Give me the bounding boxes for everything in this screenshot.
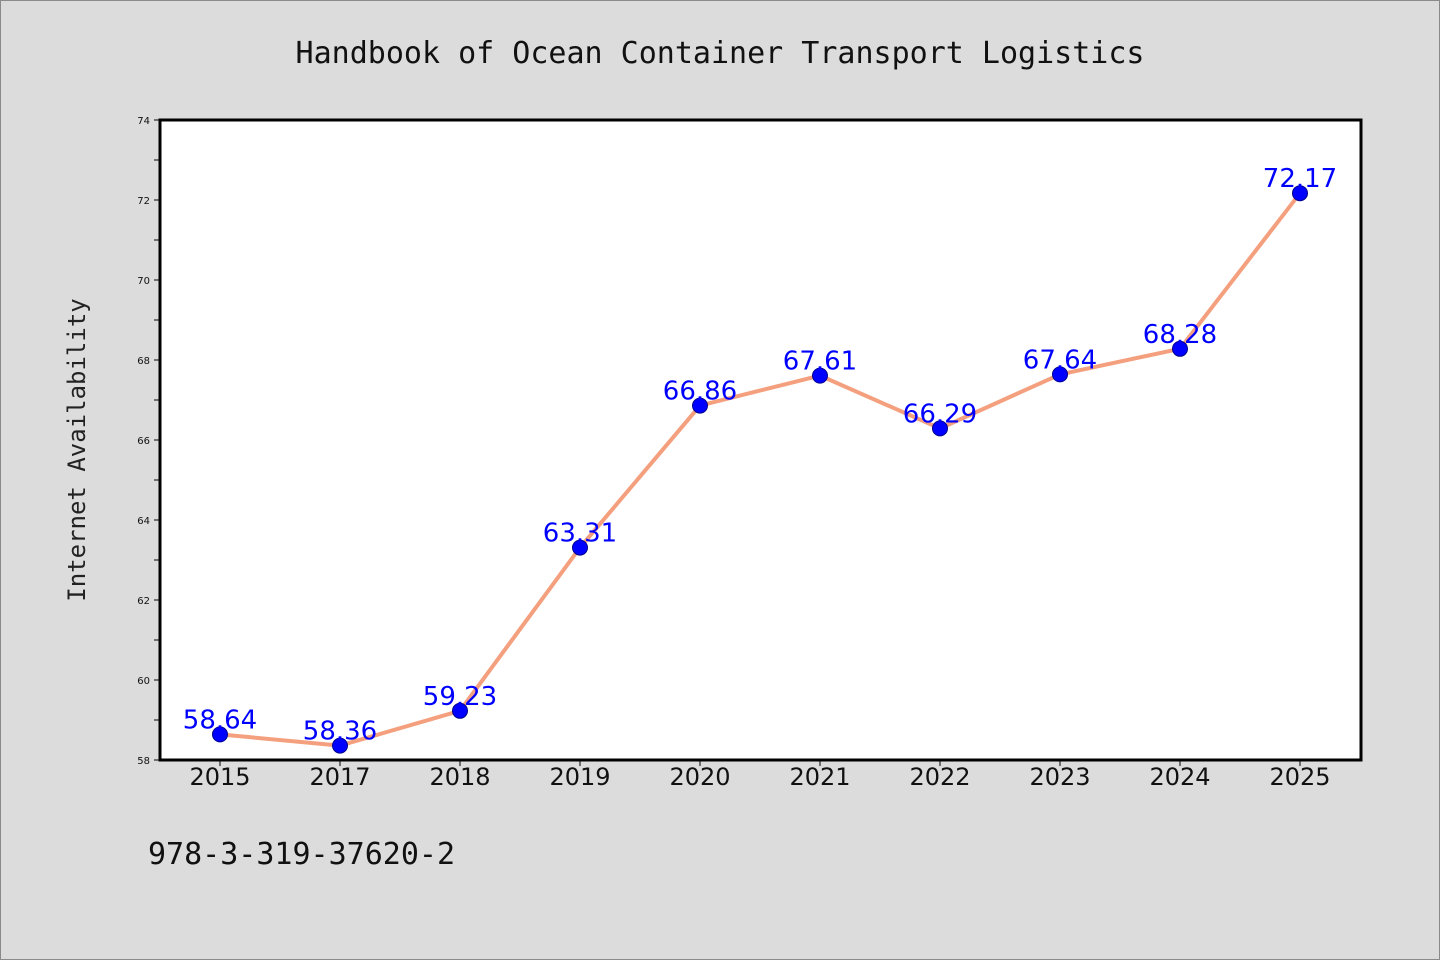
marker-group [212, 185, 1308, 754]
x-tick-label: 2018 [429, 763, 490, 791]
x-tick-label: 2023 [1029, 763, 1090, 791]
x-tick-label: 2017 [309, 763, 370, 791]
x-tick-label: 2021 [789, 763, 850, 791]
chart-title: Handbook of Ocean Container Transport Lo… [296, 36, 1145, 71]
data-point-marker [812, 367, 828, 384]
y-tick-label: 58 [137, 756, 150, 767]
data-point-marker [212, 726, 228, 743]
y-tick-label: 64 [137, 516, 150, 527]
x-tick-label: 2024 [1149, 763, 1210, 791]
data-point-marker [932, 420, 948, 437]
data-label: 66.29 [903, 399, 977, 429]
x-axis: 2015 2017 2018 2019 2020 2021 2022 2023 2024 2025 [189, 760, 1331, 791]
data-label: 67.61 [783, 347, 857, 377]
data-label: 58.64 [183, 705, 257, 735]
data-label: 72.17 [1263, 164, 1337, 194]
x-tick-label: 2022 [909, 763, 970, 791]
data-point-marker [452, 702, 468, 719]
y-tick-label: 74 [137, 116, 150, 127]
x-tick-label: 2019 [549, 763, 610, 791]
x-tick-label: 2020 [669, 763, 730, 791]
x-tick-label: 2015 [189, 763, 250, 791]
y-tick-label: 62 [137, 596, 150, 607]
isbn-footer: 978-3-319-37620-2 [148, 837, 455, 872]
data-point-marker [332, 737, 348, 754]
series-line [218, 191, 1302, 748]
data-label: 66.86 [663, 377, 737, 407]
data-label-group: 58.64 58.36 59.23 63.31 66.86 67.61 66.29 67.64… [183, 164, 1337, 746]
data-point-marker [572, 539, 588, 556]
series-line-group [218, 191, 1302, 748]
x-tick-label: 2025 [1269, 763, 1330, 791]
data-point-marker [1172, 340, 1188, 357]
data-label: 67.64 [1023, 345, 1097, 375]
y-tick-label: 70 [137, 276, 150, 287]
y-tick-label: 60 [137, 676, 150, 687]
y-tick-label: 72 [137, 196, 150, 207]
y-axis-label: Internet Availability [63, 298, 91, 601]
data-label: 59.23 [423, 682, 497, 712]
data-point-marker [692, 397, 708, 414]
data-label: 63.31 [543, 519, 617, 549]
y-tick-label: 66 [137, 436, 150, 447]
y-axis: 58 60 62 64 66 68 70 72 74 [137, 116, 160, 767]
data-label: 58.36 [303, 717, 377, 747]
plot-area [158, 118, 1363, 762]
y-tick-label: 68 [137, 356, 150, 367]
data-point-marker [1052, 366, 1068, 383]
data-point-marker [1292, 185, 1308, 202]
data-label: 68.28 [1143, 320, 1217, 350]
